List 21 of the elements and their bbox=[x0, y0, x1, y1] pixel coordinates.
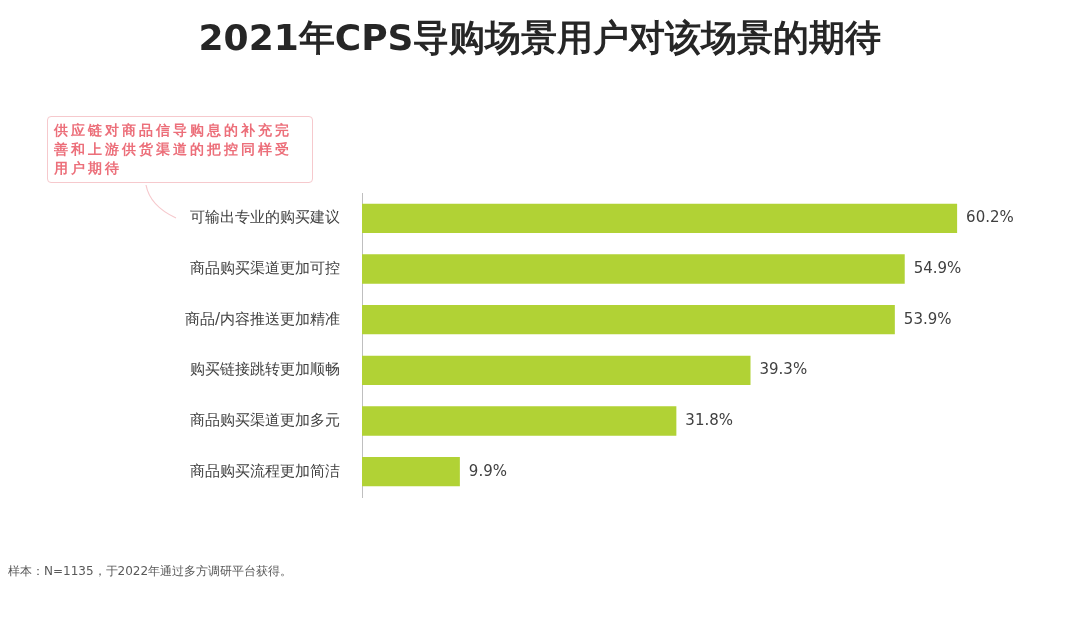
data-label: 9.9% bbox=[468, 461, 507, 480]
text: 供应链对商品信导购息的补充完善和上游供货渠道的把控同样受用户期待 bbox=[47, 116, 313, 183]
bar bbox=[362, 456, 460, 487]
y-tick-label: 商品购买流程更加简洁 bbox=[190, 461, 340, 480]
bar bbox=[362, 406, 677, 436]
data-label: 39.3% bbox=[759, 360, 808, 379]
y-tick-label: 商品购买渠道更加多元 bbox=[190, 410, 340, 429]
y-tick-label: 购买链接跳转更加顺畅 bbox=[190, 360, 340, 379]
bar bbox=[362, 355, 751, 386]
bar bbox=[362, 304, 895, 335]
data-label: 54.9% bbox=[913, 258, 962, 277]
y-tick-label: 商品/内容推送更加精准 bbox=[184, 309, 340, 328]
chart-title: 2021年CPS导购场景用户对该场景的期待 bbox=[197, 16, 883, 60]
data-label: 60.2% bbox=[966, 208, 1014, 227]
y-tick-label: 商品购买渠道更加可控 bbox=[190, 258, 340, 277]
data-label: 31.8% bbox=[685, 410, 734, 429]
y-tick-label: 可输出专业的购买建议 bbox=[190, 208, 340, 227]
data-label: 53.9% bbox=[903, 309, 952, 328]
bar bbox=[362, 203, 958, 234]
bar bbox=[362, 254, 905, 284]
text: 样本：N=1135，于2022年通过多方调研平台获得。 bbox=[8, 563, 293, 580]
